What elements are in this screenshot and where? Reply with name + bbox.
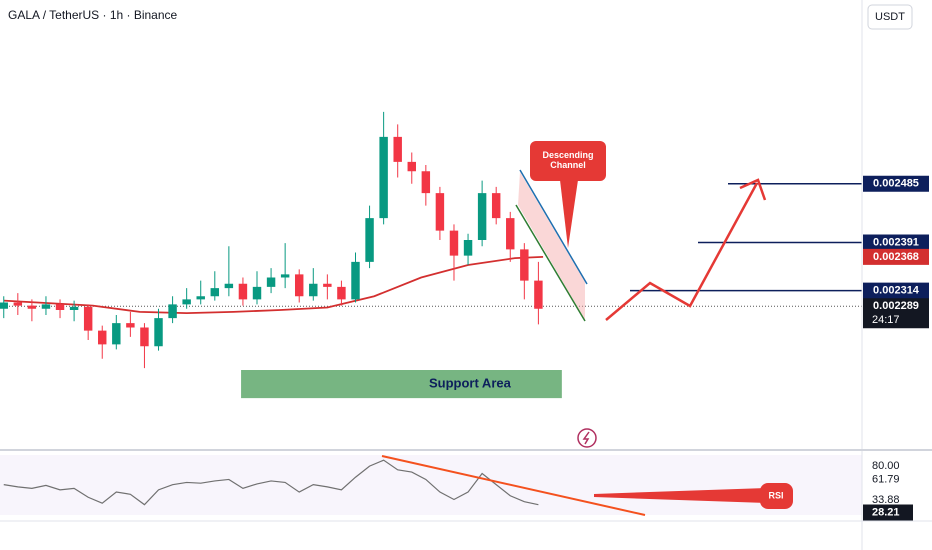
candle-body	[224, 283, 234, 289]
countdown: 24:17	[872, 314, 900, 326]
candle-body	[294, 274, 304, 297]
candle-body	[463, 240, 473, 256]
rsi-callout-text: RSI	[768, 490, 783, 500]
price-box	[863, 234, 929, 251]
candle-body	[337, 286, 346, 300]
rsi-last-label: 28.21	[872, 506, 900, 518]
currency-label: USDT	[875, 11, 905, 23]
candle-body	[280, 274, 290, 278]
rsi-tick-label: 80.00	[872, 460, 900, 472]
candle-body	[168, 304, 177, 319]
channel-line	[519, 169, 588, 285]
moving-average	[3, 255, 544, 315]
candle-body	[210, 288, 220, 297]
candle-body	[238, 283, 248, 300]
support-area	[241, 370, 562, 399]
rsi-trendline	[381, 455, 646, 516]
candle-body	[69, 306, 79, 310]
channel-fill	[518, 172, 585, 320]
candle-body	[27, 305, 37, 309]
candle-body	[477, 193, 487, 240]
rsi-tick-label: 61.79	[872, 474, 900, 486]
candle-body	[266, 277, 276, 287]
candle-body	[83, 306, 93, 331]
candle-body	[140, 327, 149, 347]
callout-box	[530, 141, 606, 181]
chart-title: GALA / TetherUS · 1h · Binance	[8, 8, 178, 22]
price-box-label: 0.002391	[873, 236, 919, 248]
candle-body	[196, 296, 205, 300]
candle-body	[449, 230, 459, 256]
candle-body	[323, 283, 332, 287]
candle-body	[435, 193, 445, 231]
plot: Support Area	[0, 111, 862, 506]
price-box	[863, 282, 929, 299]
alert-icon-bolt	[582, 431, 590, 445]
candle-body	[252, 286, 262, 300]
price-box-label: 0.002314	[873, 285, 920, 297]
callout-pointer	[560, 180, 578, 248]
price-box-label: 0.002485	[873, 178, 919, 190]
currency-button[interactable]	[867, 4, 913, 30]
axes: 0.002485 0.002391 0.002314 0.002368 0.002289…	[863, 175, 929, 521]
candle-body	[154, 318, 163, 347]
candle-body	[365, 218, 374, 262]
candle-body	[182, 299, 191, 305]
candle-body	[520, 249, 529, 281]
candle-body	[55, 304, 65, 310]
candle-body	[351, 261, 360, 300]
candle-body	[379, 136, 388, 219]
candle-body	[309, 283, 318, 297]
candle-body	[98, 330, 107, 345]
candle-body	[126, 323, 135, 328]
rsi-callout	[760, 483, 793, 509]
price-box	[863, 175, 929, 192]
candle-body	[0, 302, 8, 309]
candle-body	[534, 280, 543, 309]
candle-body	[506, 218, 515, 250]
last-price-label: 0.002289	[873, 300, 919, 312]
candle-body	[393, 136, 402, 162]
rsi-last-box	[863, 504, 913, 521]
rsi-pointer	[594, 488, 765, 503]
alert-icon[interactable]	[577, 428, 597, 448]
ma-price-box	[863, 248, 929, 265]
ma-price-label: 0.002368	[873, 251, 919, 263]
candle-body	[491, 193, 501, 219]
candle-body	[41, 304, 51, 309]
candle-body	[13, 302, 23, 306]
arrow-head	[739, 178, 767, 201]
support-label: Support Area	[429, 376, 512, 391]
candle-body	[112, 323, 121, 345]
rsi-line	[3, 459, 539, 506]
last-price-box	[863, 298, 929, 329]
candle-body	[421, 171, 431, 194]
rsi-band	[0, 455, 862, 515]
channel-line	[515, 204, 586, 322]
projection-arrow	[605, 182, 759, 321]
rsi-tick-label: 33.88	[872, 494, 900, 506]
candle-body	[407, 161, 416, 172]
callout-text: Descending Channel	[542, 150, 593, 170]
